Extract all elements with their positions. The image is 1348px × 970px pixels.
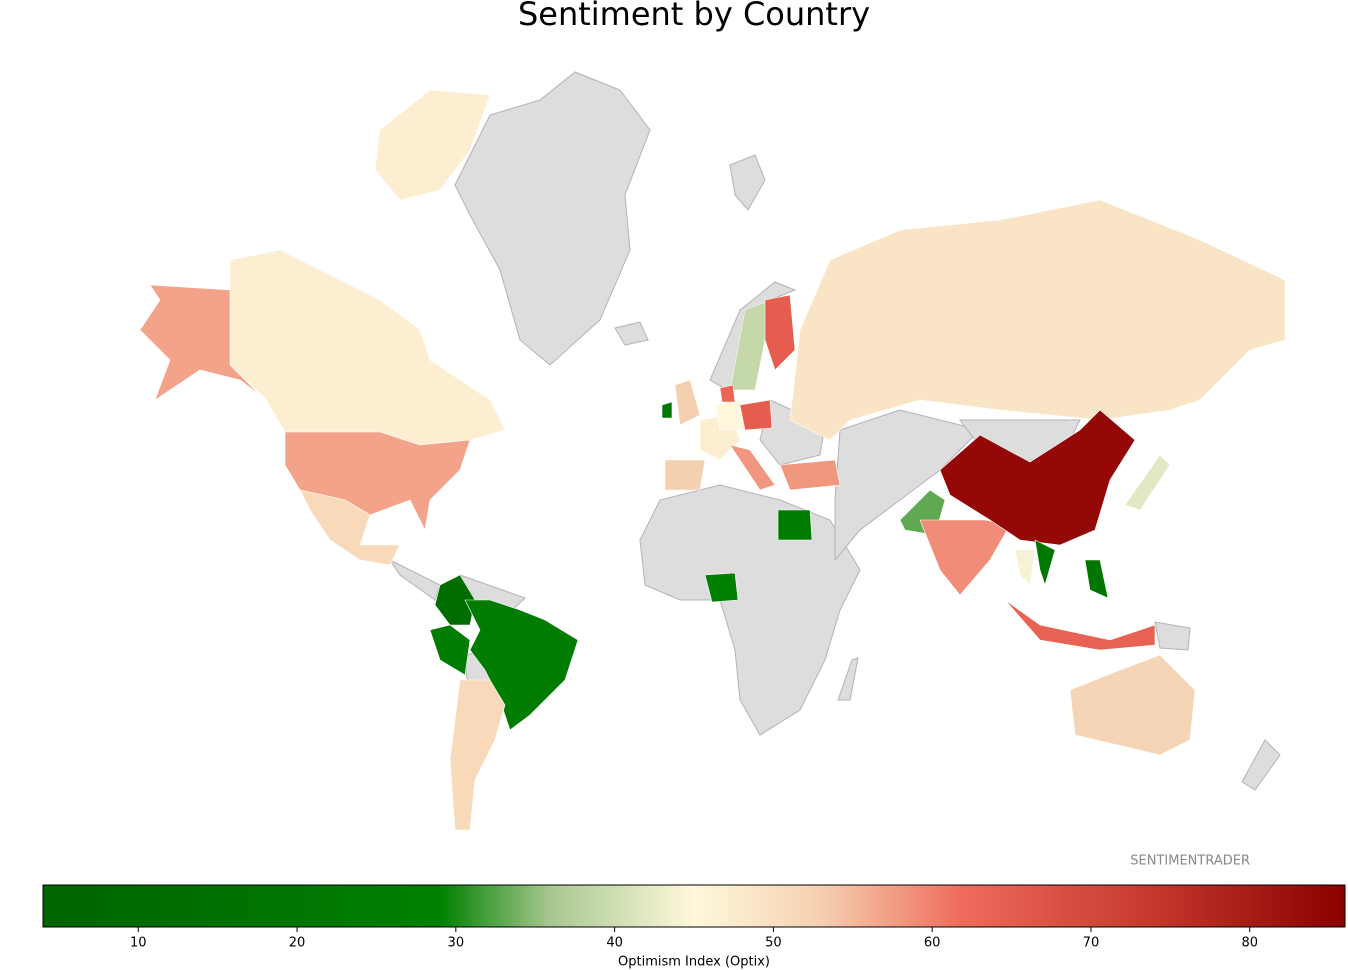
- country: [1034, 539, 1056, 587]
- country: [464, 599, 579, 731]
- colorbar-axis: 10 20 30 40 50 60 70 80: [130, 927, 1258, 951]
- country: [374, 89, 491, 201]
- country: [779, 459, 841, 491]
- country: [664, 459, 706, 491]
- middle-east: [834, 409, 981, 562]
- country: [1124, 454, 1171, 511]
- countries: [139, 89, 1286, 831]
- country: [449, 679, 506, 831]
- country: [919, 519, 1011, 596]
- country: [1084, 559, 1109, 599]
- madagascar: [837, 657, 859, 701]
- greenland: [454, 71, 651, 366]
- source-label: SENTIMENTRADER: [1130, 854, 1250, 869]
- country: [777, 509, 813, 541]
- colorbar: [42, 884, 1346, 928]
- iceland: [614, 321, 649, 346]
- country: [789, 199, 1286, 441]
- country: [719, 384, 736, 403]
- country: [764, 294, 796, 371]
- chart-title: Sentiment by Country: [518, 0, 870, 33]
- country: [939, 409, 1136, 546]
- country: [1069, 654, 1196, 756]
- country: [284, 431, 471, 531]
- colorbar-tick-label: 80: [1241, 936, 1258, 951]
- svalbard: [729, 154, 766, 211]
- colorbar-tick-label: 60: [924, 936, 941, 951]
- country: [139, 284, 261, 401]
- colorbar-tick-label: 20: [289, 936, 306, 951]
- new-guinea: [1154, 621, 1191, 651]
- country: [704, 572, 739, 603]
- country: [1004, 599, 1156, 651]
- country: [229, 249, 506, 446]
- country: [299, 489, 401, 566]
- colorbar-tick-label: 10: [130, 936, 147, 951]
- country: [434, 574, 476, 626]
- new-zealand: [1241, 739, 1281, 791]
- colorbar-tick-label: 40: [606, 936, 623, 951]
- country: [674, 379, 701, 426]
- colorbar-tick-label: 70: [1083, 936, 1100, 951]
- central-america: [388, 558, 441, 601]
- country: [714, 399, 746, 431]
- colorbar-tick-label: 30: [448, 936, 465, 951]
- colorbar-tick-label: 50: [765, 936, 782, 951]
- country: [729, 444, 776, 491]
- colorbar-label: Optimism Index (Optix): [618, 955, 770, 970]
- country: [1014, 549, 1036, 586]
- africa: [639, 484, 861, 736]
- country: [429, 624, 471, 676]
- country: [661, 401, 673, 419]
- country: [739, 399, 773, 431]
